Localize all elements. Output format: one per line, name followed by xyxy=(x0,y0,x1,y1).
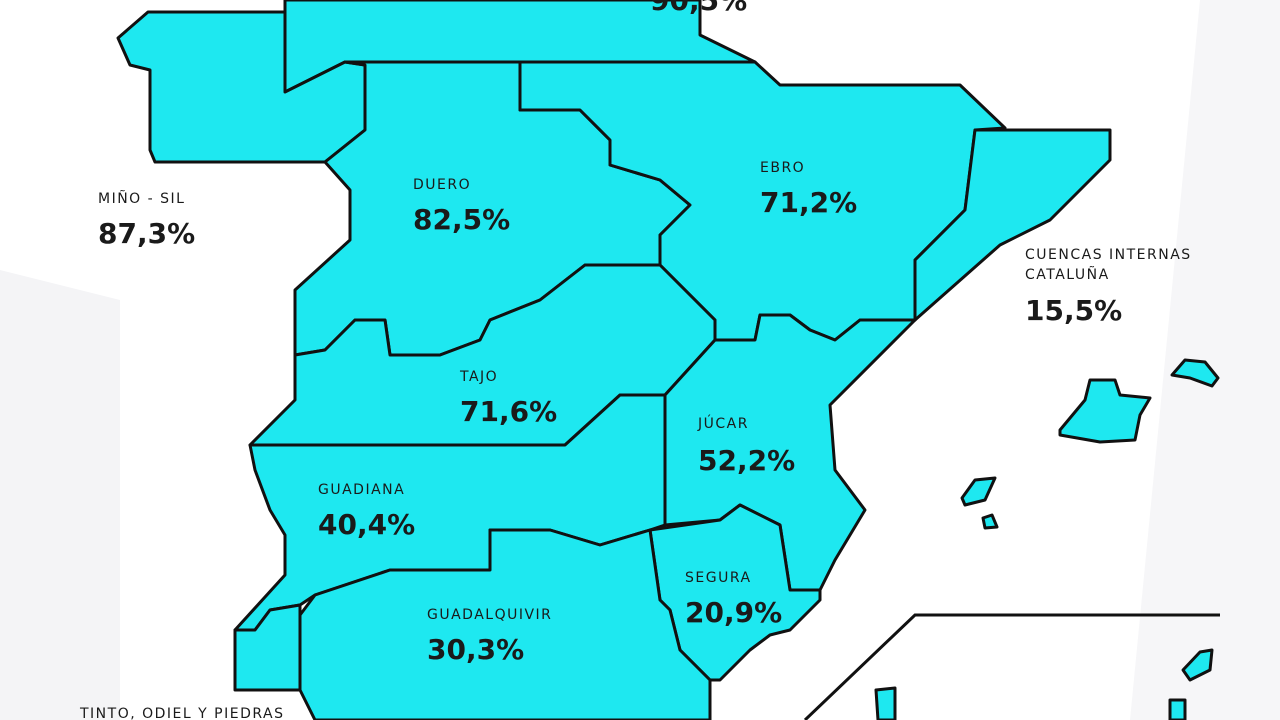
island xyxy=(1058,378,1152,444)
region-name: JÚCAR xyxy=(697,414,749,432)
region-name: CATALUÑA xyxy=(1025,266,1110,283)
region-name: GUADALQUIVIR xyxy=(427,607,552,623)
region-value: 52,2% xyxy=(698,444,795,477)
region-name: DUERO xyxy=(413,177,471,193)
region-shape xyxy=(233,603,302,692)
island xyxy=(960,476,997,507)
region-value: 30,3% xyxy=(427,633,524,666)
island xyxy=(874,686,897,720)
region-name: TINTO, ODIEL Y PIEDRAS xyxy=(79,706,284,720)
region-value: 40,4% xyxy=(318,508,415,541)
region-value: 87,3% xyxy=(98,217,195,250)
island xyxy=(981,513,999,530)
region-name: MIÑO - SIL xyxy=(98,190,185,207)
region-name: SEGURA xyxy=(685,570,752,586)
region-shape xyxy=(298,528,712,720)
region-value: 82,5% xyxy=(413,203,510,236)
island xyxy=(1168,698,1187,720)
region-name: GUADIANA xyxy=(318,482,405,498)
region-name: TAJO xyxy=(459,369,498,385)
inset-frame xyxy=(803,613,1220,720)
island xyxy=(1170,358,1220,388)
region-value: 15,5% xyxy=(1025,294,1122,327)
region-value: 71,2% xyxy=(760,186,857,219)
region-name: CUENCAS INTERNAS xyxy=(1025,247,1192,263)
region-shape xyxy=(913,128,1112,322)
regions xyxy=(116,0,1220,720)
background-shape xyxy=(0,270,120,720)
background-shape xyxy=(1130,0,1280,720)
island xyxy=(1181,648,1214,682)
region-value: 20,9% xyxy=(685,596,782,629)
region-value: 90,5% xyxy=(650,0,747,17)
region-value: 71,6% xyxy=(460,395,557,428)
region-name: EBRO xyxy=(760,160,805,176)
